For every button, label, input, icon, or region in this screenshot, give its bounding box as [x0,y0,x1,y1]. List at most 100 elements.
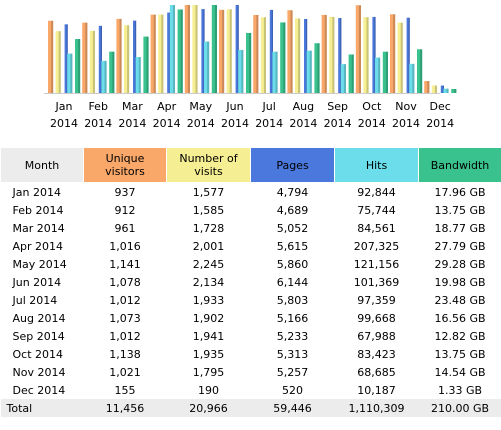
bar-shade [134,20,137,93]
x-tick-year: 2014 [358,117,386,130]
bar-pages [98,25,102,93]
bar-bandwidth [280,22,286,93]
bar-bandwidth [211,5,217,93]
bar-shade [275,51,278,93]
cell-hits: 83,423 [357,347,396,361]
cell-visits: 1,935 [192,347,225,361]
bar-shade [58,31,61,93]
header-number-of-visits: Number of visits [166,147,251,183]
x-tick-month: Nov [395,100,417,113]
bar-shade [358,5,361,93]
bar-pages [269,9,273,93]
table-row: Aug 2014 1,073 1,902 5,166 99,668 16.56 GB [1,309,501,327]
cell-visitors: 1,073 [109,311,141,325]
bar-shade [203,9,205,93]
cell-bandwidth: 1.33 GB [437,383,483,397]
x-tick-month: May [189,100,212,113]
cell-bandwidth: 18.77 GB [434,221,486,235]
table-row: Jan 2014 937 1,577 4,794 92,844 17.96 GB [1,183,501,202]
cell-visits: 1,941 [192,329,225,343]
x-tick-month: Jul [262,100,276,113]
bar-shade [446,88,449,93]
bar-shade [374,16,376,93]
bar-hits [67,53,73,93]
cell-month: Sep 2014 [12,329,65,343]
bar-shade [309,50,312,93]
cell-visits: 1,585 [192,203,225,217]
cell-visits: 1,933 [192,293,225,307]
bar-hits [340,64,346,93]
bar-shade [298,18,301,93]
table-row: Mar 2014 961 1,728 5,052 84,561 18.77 GB [1,219,501,237]
cell-pages: 59,446 [250,399,335,417]
cell-hits: 10,187 [357,383,396,397]
x-tick-year: 2014 [392,117,420,130]
bar-visitors [82,22,88,94]
bar-shade [442,85,444,93]
bar-hits [169,5,175,93]
cell-month: Aug 2014 [12,311,66,325]
cell-visits: 2,134 [192,275,225,289]
bar-visits [363,17,369,94]
cell-visitors: 11,456 [83,399,167,417]
cell-hits: 67,988 [357,329,396,343]
cell-pages: 5,313 [276,347,309,361]
x-tick-year: 2014 [426,117,454,130]
cell-bandwidth: 210.00 GB [418,399,501,417]
table-row: Oct 2014 1,138 1,935 5,313 83,423 13.75 GB [1,345,501,363]
bar-shade [290,10,293,93]
bar-bandwidth [109,51,115,93]
cell-month: Jun 2014 [12,275,62,289]
cell-month: Feb 2014 [12,203,64,217]
bar-pages [372,16,376,93]
cell-visitors: 1,012 [109,293,141,307]
cell-visits: 20,966 [166,399,251,417]
bar-pages [201,9,205,93]
bar-shade [400,22,403,93]
monthly-stats-table: Month Unique visitors Number of visits P… [0,147,501,417]
x-tick-month: Jan [55,100,73,113]
header-month: Month [0,147,84,183]
cell-bandwidth: 17.96 GB [434,185,486,199]
bar-shade [100,25,102,93]
bar-bandwidth [348,54,354,93]
bar-pages [440,85,444,93]
bar-hits [238,49,244,93]
bar-shade [180,9,183,93]
bar-shade [153,14,156,94]
bar-bandwidth [382,51,388,93]
bar-shade [214,5,217,93]
header-hits: Hits [334,147,419,183]
bar-shade [78,39,81,93]
table-row: Dec 2014 155 190 520 10,187 1.33 GB [1,381,501,399]
bar-visits [124,25,130,93]
cell-hits: 68,685 [357,365,396,379]
cell-visitors: 1,016 [109,239,141,253]
bar-pages [167,12,171,94]
cell-visitors: 1,012 [109,329,141,343]
x-tick-month: Feb [88,100,107,113]
bar-visits [158,14,164,94]
bar-shade [434,85,437,93]
bar-visits [89,30,95,93]
cell-month: Nov 2014 [12,365,66,379]
bar-pages [338,18,342,93]
bar-pages [64,24,68,93]
cell-hits: 207,325 [353,239,400,253]
cell-bandwidth: 13.75 GB [434,347,486,361]
cell-visits: 1,795 [192,365,225,379]
bar-shade [305,19,308,93]
x-tick-year: 2014 [289,117,317,130]
table-row: Nov 2014 1,021 1,795 5,257 68,685 14.54 GB [1,363,501,381]
cell-month: Mar 2014 [12,221,65,235]
bar-shade [127,25,130,93]
table-header-row: Month Unique visitors Number of visits P… [0,147,501,183]
bar-visitors [424,81,430,93]
cell-month: Jul 2014 [12,293,58,307]
cell-visits: 1,902 [192,311,225,325]
bar-pages [406,17,410,93]
bar-shade [454,89,457,93]
bar-shade [317,43,320,93]
cell-bandwidth: 16.56 GB [434,311,486,325]
header-unique-visitors: Unique visitors [83,147,167,183]
